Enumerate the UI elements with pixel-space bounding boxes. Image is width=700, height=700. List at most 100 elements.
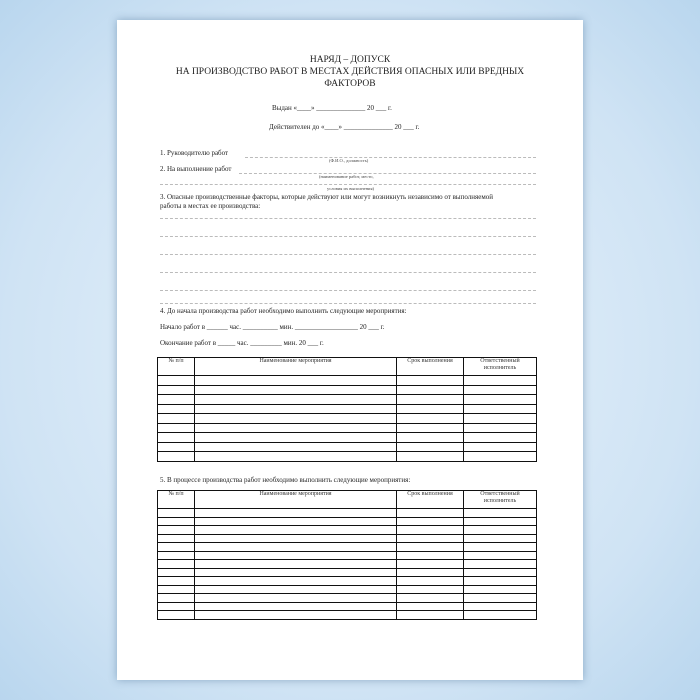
- table-cell[interactable]: [396, 567, 464, 577]
- table-cell[interactable]: [194, 432, 397, 443]
- table-cell[interactable]: [396, 593, 464, 603]
- table-cell[interactable]: [194, 384, 397, 395]
- table-cell[interactable]: [157, 533, 195, 543]
- table-cell[interactable]: [194, 610, 397, 620]
- table-cell[interactable]: [463, 394, 537, 405]
- table-cell[interactable]: [396, 375, 464, 386]
- table-cell[interactable]: [463, 403, 537, 414]
- table-cell[interactable]: [194, 441, 397, 452]
- table-cell[interactable]: [396, 533, 464, 543]
- table-cell[interactable]: [463, 593, 537, 603]
- table-cell[interactable]: [463, 525, 537, 535]
- table-cell[interactable]: [463, 413, 537, 424]
- table-cell[interactable]: [194, 533, 397, 543]
- table-cell[interactable]: [157, 525, 195, 535]
- table-cell[interactable]: [194, 576, 397, 586]
- table-cell[interactable]: [463, 516, 537, 526]
- table-cell[interactable]: [157, 601, 195, 611]
- table-row: [157, 584, 537, 594]
- fill-line: [160, 303, 536, 304]
- table-cell[interactable]: [463, 441, 537, 452]
- table-cell[interactable]: [396, 525, 464, 535]
- table-cell[interactable]: [396, 559, 464, 569]
- table-cell[interactable]: [194, 567, 397, 577]
- table-cell[interactable]: [157, 441, 195, 452]
- table-cell[interactable]: [194, 413, 397, 424]
- table-cell[interactable]: [463, 610, 537, 620]
- table-cell[interactable]: [194, 559, 397, 569]
- table-row: [157, 441, 537, 452]
- table-cell[interactable]: [463, 584, 537, 594]
- table-cell[interactable]: [157, 584, 195, 594]
- table-cell[interactable]: [194, 542, 397, 552]
- table-cell[interactable]: [396, 451, 464, 462]
- table-cell[interactable]: [157, 576, 195, 586]
- table-cell[interactable]: [157, 610, 195, 620]
- table-cell[interactable]: [396, 394, 464, 405]
- table-cell[interactable]: [396, 576, 464, 586]
- table-cell[interactable]: [157, 413, 195, 424]
- table-cell[interactable]: [463, 601, 537, 611]
- table-cell[interactable]: [157, 542, 195, 552]
- item1-fill-line: [245, 157, 536, 158]
- table-cell[interactable]: [157, 394, 195, 405]
- table-cell[interactable]: [157, 550, 195, 560]
- table-cell[interactable]: [194, 451, 397, 462]
- table-cell[interactable]: [396, 422, 464, 433]
- table-cell[interactable]: [194, 601, 397, 611]
- table-cell[interactable]: [463, 576, 537, 586]
- table-row: [157, 508, 537, 518]
- table-cell[interactable]: [157, 559, 195, 569]
- table-cell[interactable]: [157, 384, 195, 395]
- table-row: [157, 550, 537, 560]
- table-cell[interactable]: [463, 550, 537, 560]
- table-cell[interactable]: [194, 584, 397, 594]
- table-cell[interactable]: [463, 559, 537, 569]
- table-row: [157, 413, 537, 424]
- table-cell[interactable]: [157, 451, 195, 462]
- table-cell[interactable]: [463, 432, 537, 443]
- table-cell[interactable]: [194, 550, 397, 560]
- table-cell[interactable]: [463, 542, 537, 552]
- table-row: [157, 403, 537, 414]
- table-cell[interactable]: [157, 403, 195, 414]
- table-cell[interactable]: [463, 533, 537, 543]
- doc-title-3: ФАКТОРОВ: [324, 79, 376, 89]
- table-cell[interactable]: [463, 508, 537, 518]
- table-cell[interactable]: [396, 542, 464, 552]
- table-cell[interactable]: [157, 508, 195, 518]
- table-cell[interactable]: [396, 508, 464, 518]
- table-cell[interactable]: [194, 508, 397, 518]
- table-cell[interactable]: [194, 375, 397, 386]
- table-cell[interactable]: [396, 403, 464, 414]
- table-cell[interactable]: [194, 422, 397, 433]
- table-cell[interactable]: [463, 567, 537, 577]
- table-cell[interactable]: [396, 413, 464, 424]
- table-cell[interactable]: [396, 384, 464, 395]
- table-cell[interactable]: [194, 525, 397, 535]
- table-cell[interactable]: [157, 567, 195, 577]
- table-cell[interactable]: [396, 432, 464, 443]
- table-cell[interactable]: [396, 516, 464, 526]
- table-cell[interactable]: [463, 451, 537, 462]
- fill-line: [160, 236, 536, 237]
- table-cell[interactable]: [396, 441, 464, 452]
- table-cell[interactable]: [463, 422, 537, 433]
- table-cell[interactable]: [396, 550, 464, 560]
- table-cell[interactable]: [463, 375, 537, 386]
- table-cell[interactable]: [396, 584, 464, 594]
- table-cell[interactable]: [157, 516, 195, 526]
- table-cell[interactable]: [396, 601, 464, 611]
- table-cell[interactable]: [194, 593, 397, 603]
- table-cell[interactable]: [194, 516, 397, 526]
- table-cell[interactable]: [194, 394, 397, 405]
- table-cell[interactable]: [463, 384, 537, 395]
- table-cell[interactable]: [157, 593, 195, 603]
- table-cell[interactable]: [157, 432, 195, 443]
- issued-line: Выдан «____» ______________ 20 ___ г.: [272, 104, 392, 112]
- table-cell[interactable]: [194, 403, 397, 414]
- table-row: [157, 576, 537, 586]
- table-cell[interactable]: [157, 375, 195, 386]
- table-cell[interactable]: [396, 610, 464, 620]
- table-cell[interactable]: [157, 422, 195, 433]
